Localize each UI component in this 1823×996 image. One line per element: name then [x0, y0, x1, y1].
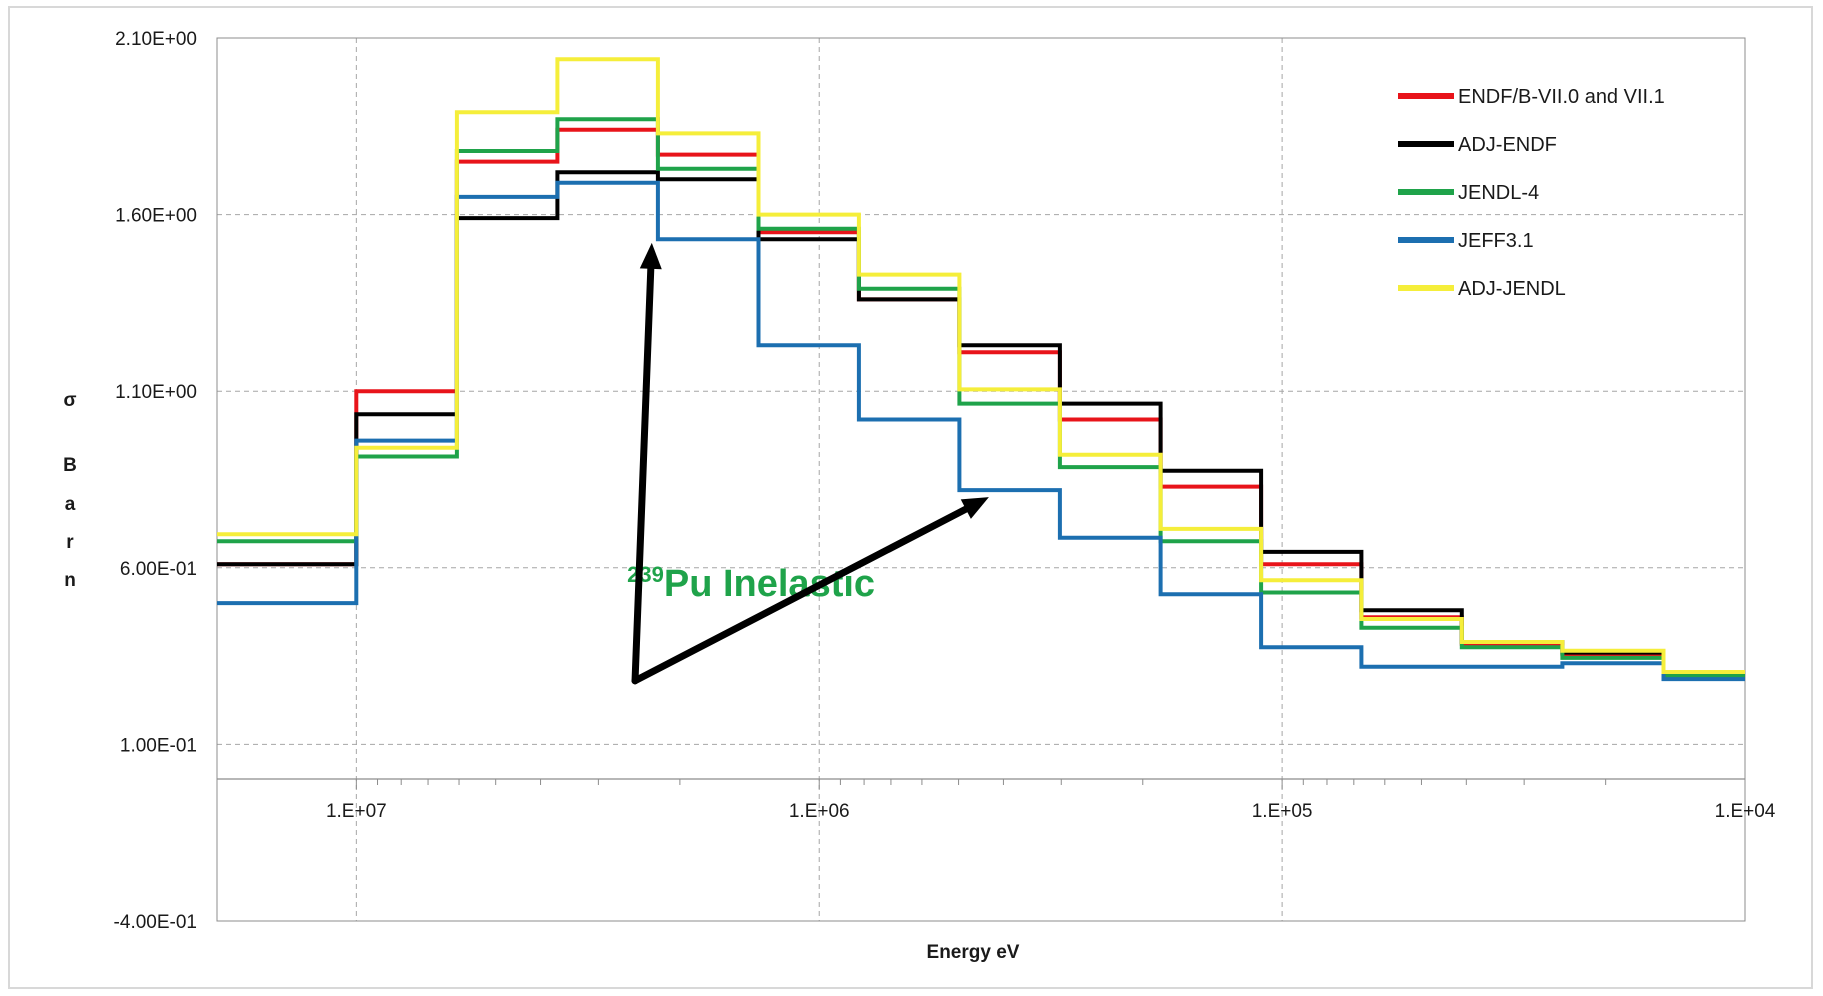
y-axis-label-char: r: [66, 532, 74, 553]
arrow-shaft: [631, 265, 655, 685]
series-line: [217, 117, 1745, 678]
plot-border: [216, 37, 1746, 922]
arrow-head: [639, 242, 662, 270]
y-tick-label: 1.00E-01: [120, 735, 197, 756]
y-tick-label: 2.10E+00: [115, 29, 197, 50]
arrow-1: [631, 242, 662, 685]
legend-label: JENDL-4: [1458, 182, 1539, 204]
series-adj-jendl: [217, 57, 1745, 674]
y-tick-label: 6.00E-01: [120, 559, 197, 580]
legend-item: ADJ-ENDF: [1398, 134, 1557, 156]
legend-item: ADJ-JENDL: [1398, 278, 1566, 300]
plot-background: [217, 38, 1745, 921]
arrow-2: [631, 497, 989, 685]
annotation-superscript: 239: [627, 562, 664, 587]
legend-item: JENDL-4: [1398, 182, 1539, 204]
legend-label: ENDF/B-VII.0 and VII.1: [1458, 86, 1665, 108]
axes: 1.E+07 1.E+06 1.E+05 1.E+04 -4.00E-01 1.00E-0…: [63, 29, 1776, 963]
legend-label: ADJ-JENDL: [1458, 278, 1566, 300]
legend-label: ADJ-ENDF: [1458, 134, 1557, 156]
x-tick-label: 1.E+05: [1252, 801, 1313, 822]
y-axis-label-char: a: [65, 494, 76, 515]
annotations: 239Pu Inelastic: [627, 242, 989, 685]
series-group: [217, 57, 1745, 682]
x-tick-label: 1.E+07: [326, 801, 387, 822]
y-axis-label-char: n: [64, 570, 76, 591]
legend-item: JEFF3.1: [1398, 230, 1534, 252]
x-tick-label: 1.E+04: [1715, 801, 1776, 822]
legend-label: JEFF3.1: [1458, 230, 1534, 252]
arrow-shaft: [631, 505, 970, 685]
series-line: [217, 57, 1745, 674]
y-tick-label: -4.00E-01: [114, 912, 197, 933]
series-jendl-4: [217, 117, 1745, 678]
annotation-main: Pu Inelastic: [664, 563, 875, 605]
annotation-text: 239Pu Inelastic: [627, 562, 875, 605]
series-line: [217, 180, 1745, 682]
y-tick-label: 1.60E+00: [115, 206, 197, 227]
chart-svg: 1.E+07 1.E+06 1.E+05 1.E+04 -4.00E-01 1.00E-0…: [63, 29, 1776, 963]
x-tick-label: 1.E+06: [789, 801, 850, 822]
y-tick-label: 1.10E+00: [115, 382, 197, 403]
y-axis-label-char: B: [63, 455, 77, 476]
x-axis-label: Energy eV: [927, 942, 1020, 963]
y-axis-label-char: σ: [64, 390, 77, 411]
arrow-head: [960, 497, 989, 519]
legend: ENDF/B-VII.0 and VII.1 ADJ-ENDF JENDL-4 JEF…: [1398, 86, 1665, 300]
chart-frame: 1.E+07 1.E+06 1.E+05 1.E+04 -4.00E-01 1.00E-0…: [8, 6, 1813, 989]
series-jeff3-1: [217, 180, 1745, 682]
plot-area: [217, 38, 1745, 921]
legend-item: ENDF/B-VII.0 and VII.1: [1398, 86, 1665, 108]
